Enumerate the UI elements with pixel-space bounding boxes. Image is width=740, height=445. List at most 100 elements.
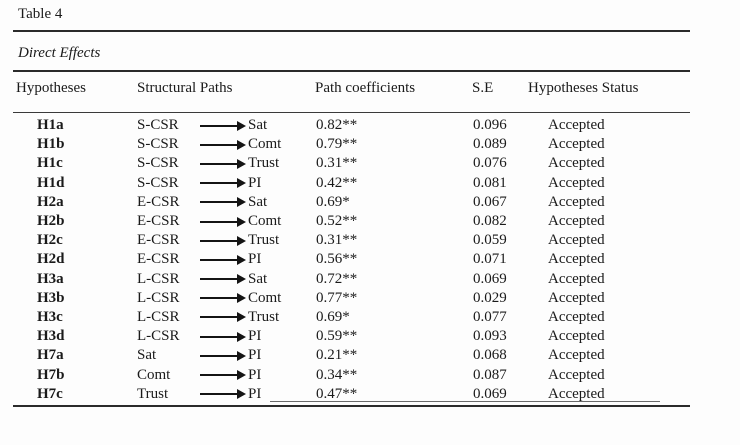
structural-path-cell: S-CSR Sat xyxy=(137,117,315,134)
path-source-construct: S-CSR xyxy=(137,174,179,191)
path-target-construct: Comt xyxy=(248,136,282,153)
path-target-construct: Trust xyxy=(248,155,280,172)
path-target-construct: Sat xyxy=(248,270,268,287)
structural-path-cell: S-CSR Trust xyxy=(137,155,315,172)
hypothesis-code: H7a xyxy=(37,347,64,364)
standard-error-value: 0.076 xyxy=(473,155,507,172)
path-source-construct: L-CSR xyxy=(137,308,180,325)
hypothesis-status-value: Accepted xyxy=(548,289,605,306)
path-coefficient-value: 0.59** xyxy=(316,328,358,345)
standard-error-value: 0.069 xyxy=(473,385,507,402)
path-coefficient-value: 0.52** xyxy=(316,213,358,230)
arrow-right-icon xyxy=(200,120,246,131)
table-number-title: Table 4 xyxy=(18,6,63,22)
standard-error-value: 0.068 xyxy=(473,347,507,364)
path-target-construct: PI xyxy=(248,385,262,402)
table-row: H2c E-CSR Trust 0.31** 0.059 Accepted xyxy=(13,231,690,250)
hypothesis-code: H3a xyxy=(37,270,64,287)
structural-path-cell: L-CSR PI xyxy=(137,328,315,345)
hypothesis-code: H3c xyxy=(37,308,63,325)
table-row: H2d E-CSR PI 0.56** 0.071 Accepted xyxy=(13,250,690,269)
table-row: H7b Comt PI 0.34** 0.087 Accepted xyxy=(13,365,690,384)
path-target-construct: Trust xyxy=(248,308,280,325)
hypothesis-status-value: Accepted xyxy=(548,117,605,134)
hypothesis-status-value: Accepted xyxy=(548,385,605,402)
hypothesis-code: H2d xyxy=(37,251,65,268)
hypothesis-status-value: Accepted xyxy=(548,347,605,364)
standard-error-value: 0.082 xyxy=(473,213,507,230)
arrow-right-icon xyxy=(200,274,246,285)
table-row: H1c S-CSR Trust 0.31** 0.076 Accepted xyxy=(13,154,690,173)
structural-path-cell: Trust PI xyxy=(137,386,315,403)
standard-error-value: 0.087 xyxy=(473,366,507,383)
horizontal-rule-bottom xyxy=(13,405,690,407)
path-source-construct: Trust xyxy=(137,385,169,402)
path-coefficient-value: 0.56** xyxy=(316,251,358,268)
structural-path-cell: S-CSR Comt xyxy=(137,136,315,153)
horizontal-rule-middle xyxy=(13,70,690,72)
structural-path-cell: Comt PI xyxy=(137,367,315,384)
table-row: H2b E-CSR Comt 0.52** 0.082 Accepted xyxy=(13,212,690,231)
standard-error-value: 0.067 xyxy=(473,193,507,210)
path-source-construct: L-CSR xyxy=(137,328,180,345)
hypothesis-status-value: Accepted xyxy=(548,366,605,383)
table-row: H7c Trust PI 0.47** 0.069 Accepted xyxy=(13,385,690,404)
table-row: H2a E-CSR Sat 0.69* 0.067 Accepted xyxy=(13,193,690,212)
hypothesis-code: H1c xyxy=(37,155,63,172)
hypothesis-code: H1d xyxy=(37,174,65,191)
standard-error-value: 0.081 xyxy=(473,174,507,191)
hypothesis-code: H1a xyxy=(37,117,64,134)
standard-error-value: 0.096 xyxy=(473,117,507,134)
table-body: H1a S-CSR Sat 0.82** 0.096 Accepted H1b … xyxy=(13,116,690,404)
path-source-construct: E-CSR xyxy=(137,251,180,268)
path-coefficient-value: 0.69* xyxy=(316,193,350,210)
hypothesis-status-value: Accepted xyxy=(548,251,605,268)
path-target-construct: PI xyxy=(248,328,262,345)
path-target-construct: Sat xyxy=(248,117,268,134)
table-row: H1b S-CSR Comt 0.79** 0.089 Accepted xyxy=(13,135,690,154)
hypothesis-code: H3b xyxy=(37,289,65,306)
arrow-right-icon xyxy=(200,350,246,361)
path-target-construct: PI xyxy=(248,347,262,364)
table-header-row: Hypotheses Structural Paths Path coeffic… xyxy=(13,80,690,97)
hypothesis-code: H2c xyxy=(37,232,63,249)
arrow-right-icon xyxy=(200,197,246,208)
standard-error-value: 0.071 xyxy=(473,251,507,268)
standard-error-value: 0.077 xyxy=(473,308,507,325)
path-coefficient-value: 0.79** xyxy=(316,136,358,153)
arrow-right-icon xyxy=(200,389,246,400)
structural-path-cell: L-CSR Trust xyxy=(137,309,315,326)
structural-path-cell: S-CSR PI xyxy=(137,175,315,192)
path-source-construct: Comt xyxy=(137,366,171,383)
path-target-construct: PI xyxy=(248,174,262,191)
path-source-construct: L-CSR xyxy=(137,289,180,306)
structural-path-cell: Sat PI xyxy=(137,347,315,364)
structural-path-cell: L-CSR Sat xyxy=(137,271,315,288)
arrow-right-icon xyxy=(200,312,246,323)
structural-path-cell: E-CSR Trust xyxy=(137,232,315,249)
path-source-construct: L-CSR xyxy=(137,270,180,287)
arrow-right-icon xyxy=(200,331,246,342)
structural-path-cell: E-CSR Comt xyxy=(137,213,315,230)
table-row: H3d L-CSR PI 0.59** 0.093 Accepted xyxy=(13,327,690,346)
horizontal-rule-header-separator xyxy=(13,112,690,113)
path-source-construct: S-CSR xyxy=(137,117,179,134)
hypothesis-code: H3d xyxy=(37,328,65,345)
path-target-construct: PI xyxy=(248,366,262,383)
hypothesis-code: H7c xyxy=(37,385,63,402)
hypothesis-status-value: Accepted xyxy=(548,136,605,153)
arrow-right-icon xyxy=(200,235,246,246)
table-row: H1d S-CSR PI 0.42** 0.081 Accepted xyxy=(13,174,690,193)
standard-error-value: 0.069 xyxy=(473,270,507,287)
path-coefficient-value: 0.82** xyxy=(316,117,358,134)
arrow-right-icon xyxy=(200,254,246,265)
arrow-right-icon xyxy=(200,178,246,189)
structural-path-cell: L-CSR Comt xyxy=(137,290,315,307)
hypothesis-code: H7b xyxy=(37,366,65,383)
path-source-construct: S-CSR xyxy=(137,155,179,172)
structural-path-cell: E-CSR PI xyxy=(137,251,315,268)
standard-error-value: 0.059 xyxy=(473,232,507,249)
path-coefficient-value: 0.77** xyxy=(316,289,358,306)
standard-error-value: 0.093 xyxy=(473,328,507,345)
